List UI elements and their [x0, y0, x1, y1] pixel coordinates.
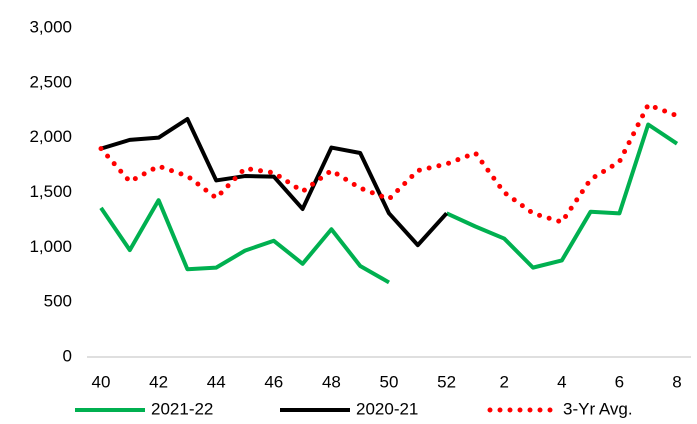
x-tick-label: 50	[380, 372, 399, 391]
legend-label: 3-Yr Avg.	[563, 399, 633, 418]
x-tick-label: 8	[672, 372, 681, 391]
series-line	[98, 102, 680, 225]
x-tick-label: 40	[92, 372, 111, 391]
y-tick-label: 1,000	[29, 237, 72, 256]
legend-label: 2020-21	[356, 399, 418, 418]
x-tick-label: 44	[207, 372, 226, 391]
x-tick-label: 4	[557, 372, 566, 391]
x-tick-label: 48	[322, 372, 341, 391]
x-tick-label: 46	[264, 372, 283, 391]
y-tick-label: 2,500	[29, 72, 72, 91]
x-tick-label: 42	[149, 372, 168, 391]
x-tick-label: 2	[499, 372, 508, 391]
series-line	[100, 117, 449, 248]
y-tick-label: 500	[44, 292, 72, 311]
y-tick-label: 2,000	[29, 127, 72, 146]
legend-label: 2021-22	[151, 399, 213, 418]
y-tick-label: 3,000	[29, 17, 72, 36]
series-line	[99, 122, 679, 285]
x-tick-label: 52	[437, 372, 456, 391]
y-tick-label: 0	[63, 346, 72, 365]
x-tick-label: 6	[615, 372, 624, 391]
y-tick-label: 1,500	[29, 182, 72, 201]
